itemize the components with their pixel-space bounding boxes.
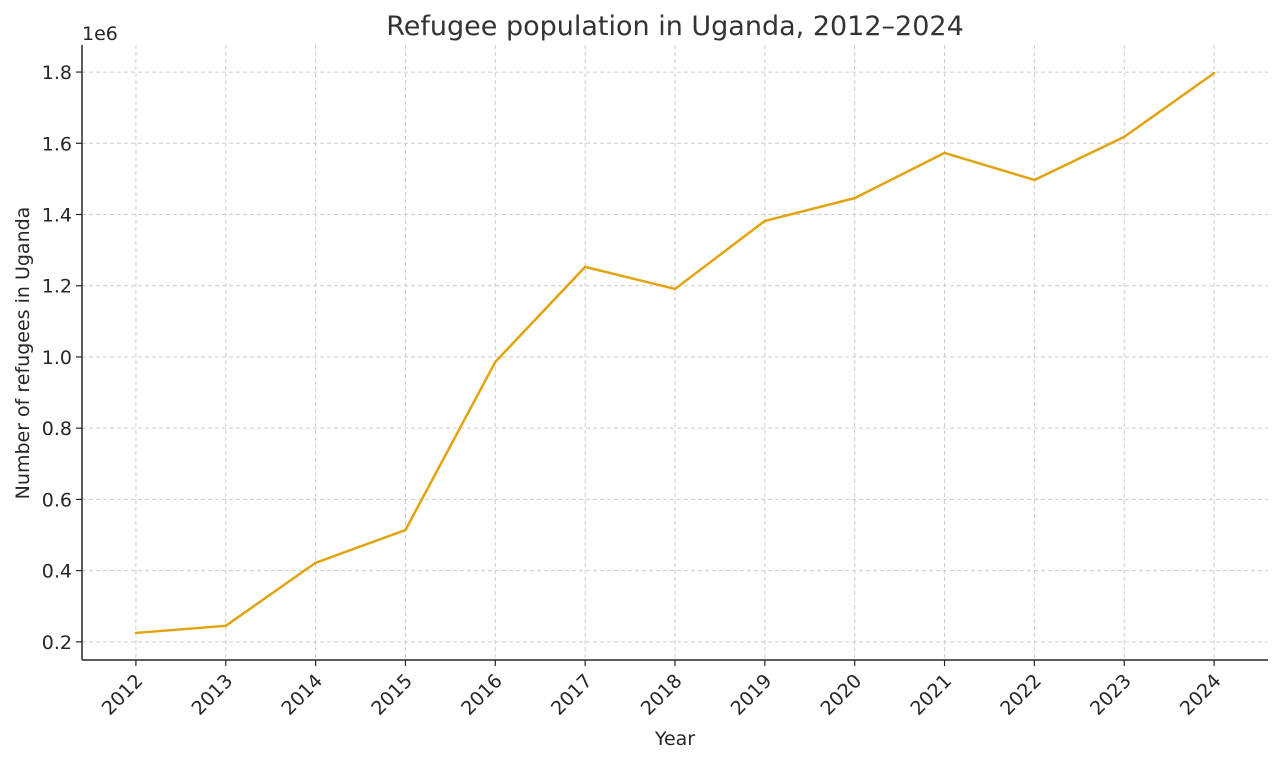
data-point [673,287,677,291]
x-tick-label: 2015 [367,670,417,720]
data-point [1212,71,1216,75]
x-tick-label: 2013 [188,670,238,720]
y-tick-label: 1.2 [42,276,72,298]
y-tick-label: 0.2 [42,632,72,654]
y-tick-label: 1.0 [42,347,72,369]
y-tick-label: 1.6 [42,133,72,155]
data-point [1033,178,1036,182]
data-point [853,196,856,200]
y-tick-label: 1.4 [42,205,72,227]
y-tick-label: 0.6 [42,489,72,511]
x-tick-label: 2020 [816,670,866,720]
data-point [314,561,317,564]
x-tick-label: 2023 [1086,670,1136,720]
data-point [404,528,407,532]
data-point [224,624,227,628]
data-point [1123,135,1126,139]
x-tick-label: 2014 [277,670,327,720]
x-tick-label: 2019 [727,670,777,720]
data-point [494,360,497,364]
x-tick-label: 2018 [637,670,687,720]
data-point [134,631,138,635]
chart-title: Refugee population in Uganda, 2012–2024 [386,11,964,42]
y-tick-label: 1.8 [42,62,72,84]
x-tick-label: 2021 [906,670,956,720]
y-offset-label: 1e6 [82,23,118,45]
y-axis-label: Number of refugees in Uganda [12,207,34,500]
y-tick-label: 0.8 [42,418,72,440]
x-tick-label: 2017 [547,670,597,720]
data-point [583,265,587,269]
data-point [943,151,946,155]
x-axis-label: Year [654,728,695,750]
x-tick-label: 2012 [98,670,148,720]
data-point [763,219,767,223]
x-tick-label: 2024 [1176,670,1226,720]
x-tick-label: 2016 [457,670,507,720]
x-tick-label: 2022 [996,670,1046,720]
y-tick-label: 0.4 [42,561,72,583]
